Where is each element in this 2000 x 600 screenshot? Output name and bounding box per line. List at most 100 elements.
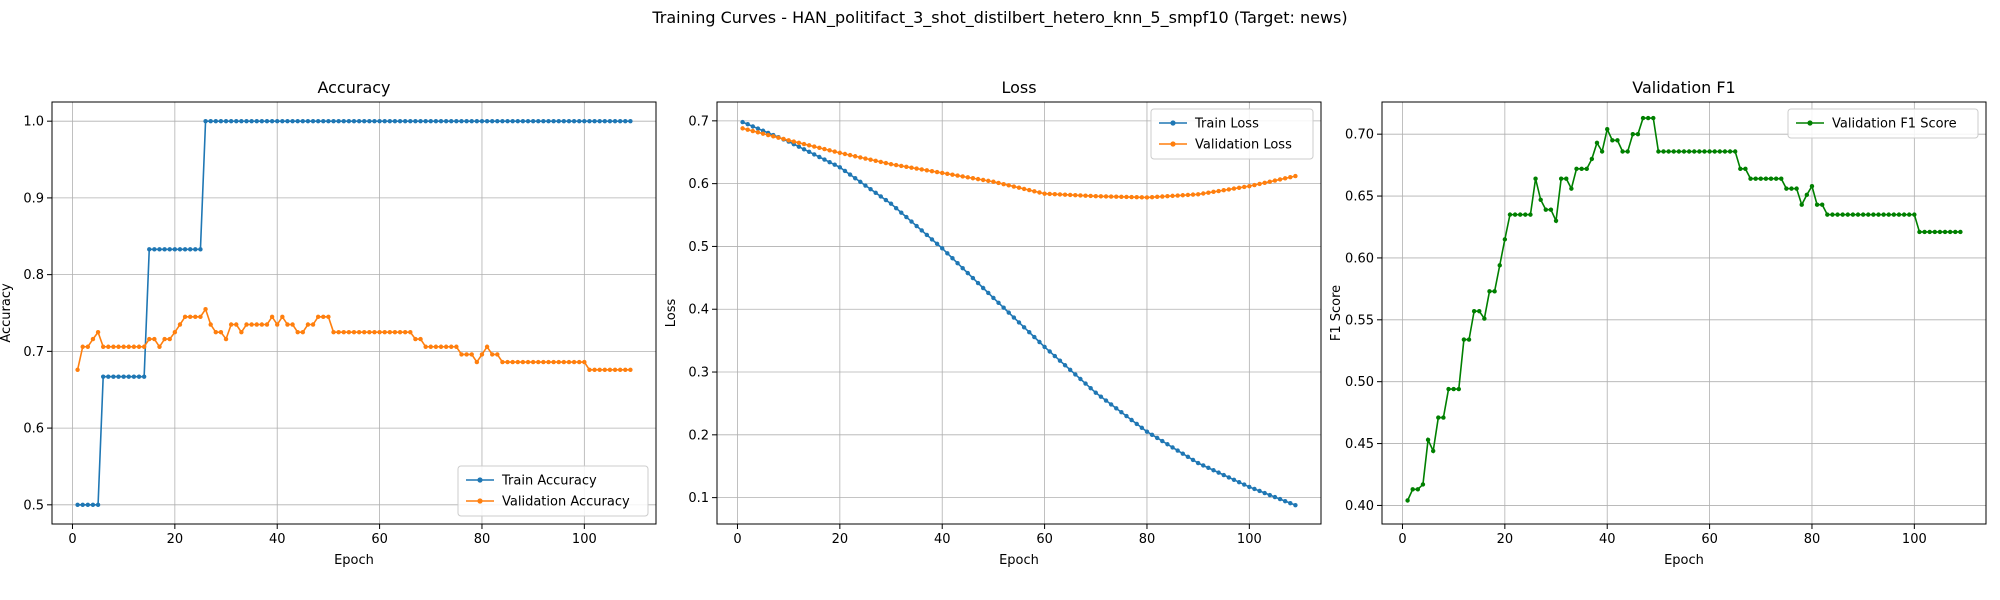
- data-point: [541, 118, 546, 124]
- data-point: [162, 336, 167, 342]
- data-point: [1037, 339, 1042, 345]
- data-point: [1876, 212, 1881, 217]
- data-point: [305, 118, 311, 124]
- data-point: [1032, 334, 1037, 340]
- data-point: [1784, 186, 1789, 191]
- data-point: [515, 359, 520, 365]
- data-point: [934, 169, 940, 175]
- data-point: [367, 329, 372, 335]
- data-point: [1528, 212, 1533, 217]
- data-point: [413, 118, 418, 124]
- data-point: [980, 177, 986, 183]
- data-point: [1825, 212, 1830, 217]
- data-point: [392, 118, 398, 124]
- data-point: [75, 367, 80, 372]
- data-point: [1155, 435, 1160, 441]
- data-point: [1042, 191, 1047, 196]
- data-point: [1073, 192, 1078, 198]
- data-point: [1027, 330, 1032, 335]
- data-point: [336, 118, 341, 124]
- data-point: [837, 150, 843, 156]
- data-point: [812, 152, 817, 157]
- data-point: [1057, 192, 1063, 197]
- data-point: [617, 118, 623, 124]
- data-point: [1226, 187, 1232, 192]
- data-point: [438, 118, 444, 124]
- data-point: [1722, 149, 1728, 154]
- legend-marker: [477, 498, 483, 504]
- data-point: [582, 359, 587, 365]
- y-tick-label: 0.5: [23, 498, 44, 513]
- data-point: [755, 130, 761, 135]
- data-point: [1257, 181, 1262, 187]
- data-point: [1727, 149, 1733, 154]
- data-point: [1047, 349, 1052, 354]
- y-tick-label: 0.8: [23, 268, 44, 283]
- data-point: [1917, 229, 1922, 235]
- data-point: [1789, 186, 1794, 191]
- data-point: [1748, 176, 1753, 181]
- data-point: [203, 306, 208, 312]
- data-point: [571, 118, 577, 124]
- data-point: [1078, 193, 1083, 198]
- data-point: [438, 344, 444, 349]
- data-point: [90, 502, 96, 508]
- data-point: [275, 118, 280, 124]
- data-point: [285, 322, 290, 327]
- data-point: [929, 237, 935, 242]
- data-point: [510, 118, 515, 124]
- data-point: [147, 336, 152, 342]
- data-point: [454, 118, 459, 124]
- data-point: [745, 127, 750, 132]
- data-point: [1487, 289, 1492, 294]
- data-point: [592, 367, 597, 372]
- data-point: [1032, 189, 1037, 194]
- y-tick-label: 0.55: [1345, 313, 1374, 328]
- data-point: [1574, 166, 1579, 172]
- data-point: [1523, 212, 1528, 217]
- data-point: [208, 118, 213, 124]
- data-point: [188, 247, 193, 252]
- data-point: [1743, 166, 1748, 172]
- legend-label: Validation Loss: [1195, 138, 1292, 153]
- data-point: [228, 118, 234, 124]
- data-point: [418, 336, 423, 342]
- data-point: [1144, 195, 1150, 200]
- data-point: [188, 314, 193, 320]
- data-point: [755, 126, 761, 131]
- data-point: [817, 154, 822, 160]
- data-point: [362, 329, 367, 335]
- data-point: [909, 219, 914, 224]
- data-point: [1262, 490, 1267, 496]
- x-tick-label: 0: [733, 532, 741, 547]
- data-point: [1103, 398, 1109, 403]
- y-tick-label: 0.45: [1345, 437, 1374, 452]
- data-point: [597, 118, 602, 124]
- data-point: [95, 329, 101, 335]
- data-point: [980, 285, 986, 291]
- data-point: [1165, 194, 1170, 199]
- data-point: [305, 322, 311, 327]
- data-point: [551, 359, 556, 365]
- data-point: [1630, 131, 1636, 137]
- data-point: [300, 118, 306, 124]
- data-point: [1190, 192, 1196, 197]
- data-point: [750, 128, 756, 134]
- data-point: [571, 359, 577, 365]
- data-point: [218, 118, 224, 124]
- data-point: [893, 162, 899, 168]
- data-point: [1512, 212, 1518, 217]
- data-point: [152, 247, 157, 252]
- data-point: [1042, 344, 1047, 350]
- data-point: [1855, 212, 1861, 217]
- data-point: [1507, 212, 1513, 217]
- data-point: [254, 118, 259, 124]
- data-point: [1579, 166, 1584, 172]
- data-point: [929, 169, 935, 174]
- data-point: [428, 118, 433, 124]
- data-point: [1471, 308, 1477, 314]
- data-point: [551, 118, 556, 124]
- data-point: [1195, 460, 1201, 466]
